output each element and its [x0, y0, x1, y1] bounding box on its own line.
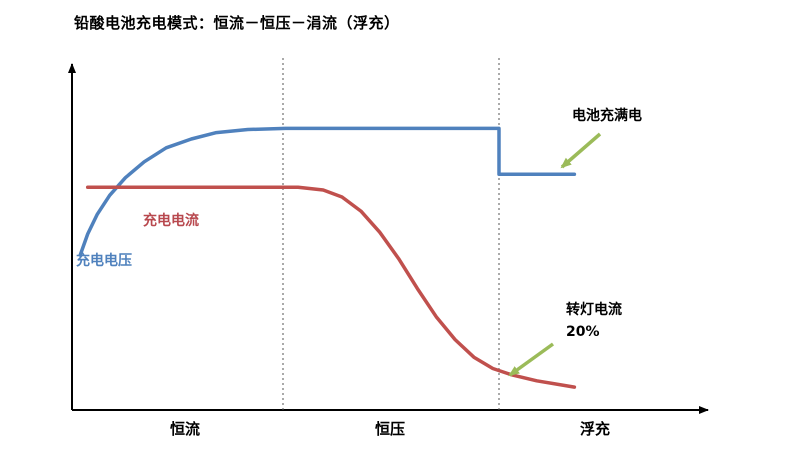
phase-label-constant-current: 恒流	[169, 420, 200, 438]
current-curve	[85, 185, 577, 389]
current-series-label: 充电电流	[143, 213, 199, 229]
phase-label-constant-voltage: 恒压	[374, 420, 405, 438]
full-charge-arrow-icon	[560, 132, 602, 169]
chart-title: 铅酸电池充电模式：恒流－恒压－涓流（浮充）	[74, 14, 400, 32]
voltage-curve	[78, 126, 577, 257]
voltage-series-label: 充电电压	[76, 253, 132, 269]
full-charge-annotation: 电池充满电	[572, 108, 642, 124]
phase-label-float: 浮充	[579, 420, 610, 438]
turn-light-arrow-icon	[508, 342, 555, 377]
turn-light-annotation: 转灯电流 20%	[566, 302, 622, 340]
